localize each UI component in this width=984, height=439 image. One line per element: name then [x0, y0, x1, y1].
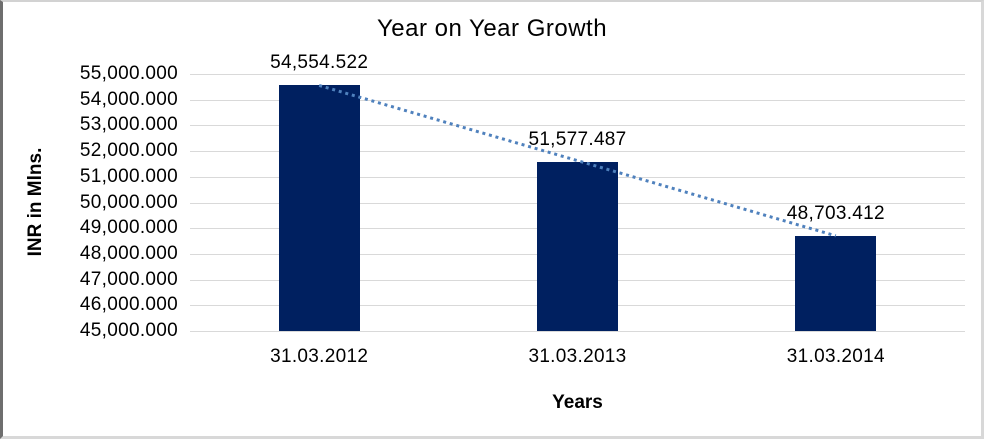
gridline: [190, 99, 965, 101]
trendline: [318, 84, 837, 238]
gridline: [190, 74, 965, 75]
x-tick-label: 31.03.2013: [528, 346, 627, 367]
gridline: [190, 331, 965, 332]
y-tick-label: 52,000.000: [79, 140, 178, 162]
y-tick-label: 51,000.000: [79, 165, 178, 187]
y-tick-label: 53,000.000: [79, 114, 178, 136]
y-tick-label: 50,000.000: [79, 191, 178, 213]
x-tick-label: 31.03.2014: [786, 346, 885, 367]
data-label: 51,577.487: [528, 128, 627, 150]
gridline: [190, 151, 965, 153]
data-label: 48,703.412: [786, 202, 885, 224]
bar-31.03.2014: [795, 235, 877, 331]
y-tick-label: 54,000.000: [79, 88, 178, 110]
x-axis-title: Years: [552, 392, 603, 413]
gridline: [190, 125, 965, 127]
y-tick-label: 48,000.000: [79, 242, 178, 264]
bar-31.03.2012: [278, 85, 360, 331]
y-tick-label: 46,000.000: [79, 294, 178, 316]
x-tick-label: 31.03.2012: [270, 346, 369, 367]
bar-31.03.2013: [537, 161, 618, 331]
chart-title: Year on Year Growth: [376, 15, 608, 42]
y-tick-label: 45,000.000: [79, 320, 178, 341]
y-tick-label: 49,000.000: [79, 217, 178, 239]
plot-area: 54,554.522 51,577.487 48,703.412: [190, 52, 965, 332]
data-label: 54,554.522: [270, 52, 369, 74]
y-tick-label: 55,000.000: [79, 63, 178, 84]
y-tick-label: 47,000.000: [79, 268, 178, 290]
